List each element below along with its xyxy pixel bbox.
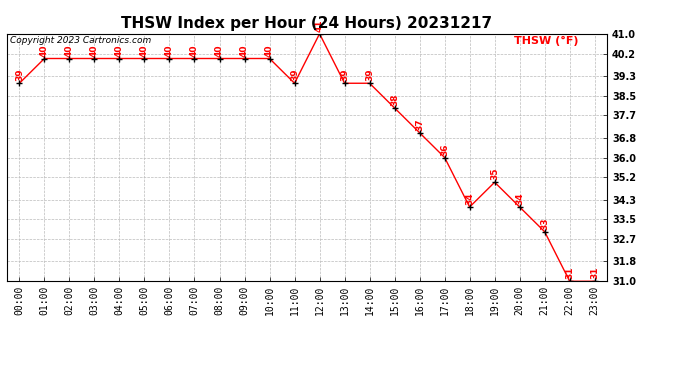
Point xyxy=(364,80,375,86)
Text: 35: 35 xyxy=(490,168,499,180)
Text: 40: 40 xyxy=(215,44,224,57)
Point xyxy=(464,204,475,210)
Text: 39: 39 xyxy=(365,69,374,81)
Point xyxy=(439,154,450,160)
Point xyxy=(114,56,125,62)
Point xyxy=(389,105,400,111)
Point xyxy=(314,31,325,37)
Point xyxy=(239,56,250,62)
Text: 41: 41 xyxy=(315,19,324,32)
Text: 40: 40 xyxy=(90,44,99,57)
Text: 39: 39 xyxy=(15,69,24,81)
Text: 39: 39 xyxy=(290,69,299,81)
Text: 40: 40 xyxy=(240,44,249,57)
Text: 31: 31 xyxy=(590,267,599,279)
Point xyxy=(139,56,150,62)
Text: 40: 40 xyxy=(190,44,199,57)
Text: 34: 34 xyxy=(465,192,474,205)
Point xyxy=(14,80,25,86)
Point xyxy=(339,80,350,86)
Text: 37: 37 xyxy=(415,118,424,131)
Point xyxy=(89,56,100,62)
Text: THSW (°F): THSW (°F) xyxy=(514,36,579,46)
Point xyxy=(39,56,50,62)
Point xyxy=(264,56,275,62)
Text: 39: 39 xyxy=(340,69,349,81)
Point xyxy=(64,56,75,62)
Point xyxy=(189,56,200,62)
Point xyxy=(514,204,525,210)
Point xyxy=(564,278,575,284)
Point xyxy=(589,278,600,284)
Point xyxy=(214,56,225,62)
Text: 40: 40 xyxy=(265,44,274,57)
Text: 36: 36 xyxy=(440,143,449,156)
Point xyxy=(489,179,500,185)
Point xyxy=(414,130,425,136)
Text: 40: 40 xyxy=(65,44,74,57)
Text: Copyright 2023 Cartronics.com: Copyright 2023 Cartronics.com xyxy=(10,36,151,45)
Text: 40: 40 xyxy=(40,44,49,57)
Point xyxy=(164,56,175,62)
Text: 31: 31 xyxy=(565,267,574,279)
Text: 40: 40 xyxy=(165,44,174,57)
Text: 33: 33 xyxy=(540,217,549,230)
Point xyxy=(539,229,550,235)
Text: 34: 34 xyxy=(515,192,524,205)
Text: 40: 40 xyxy=(140,44,149,57)
Text: 38: 38 xyxy=(390,93,399,106)
Point xyxy=(289,80,300,86)
Title: THSW Index per Hour (24 Hours) 20231217: THSW Index per Hour (24 Hours) 20231217 xyxy=(121,16,493,31)
Text: 40: 40 xyxy=(115,44,124,57)
